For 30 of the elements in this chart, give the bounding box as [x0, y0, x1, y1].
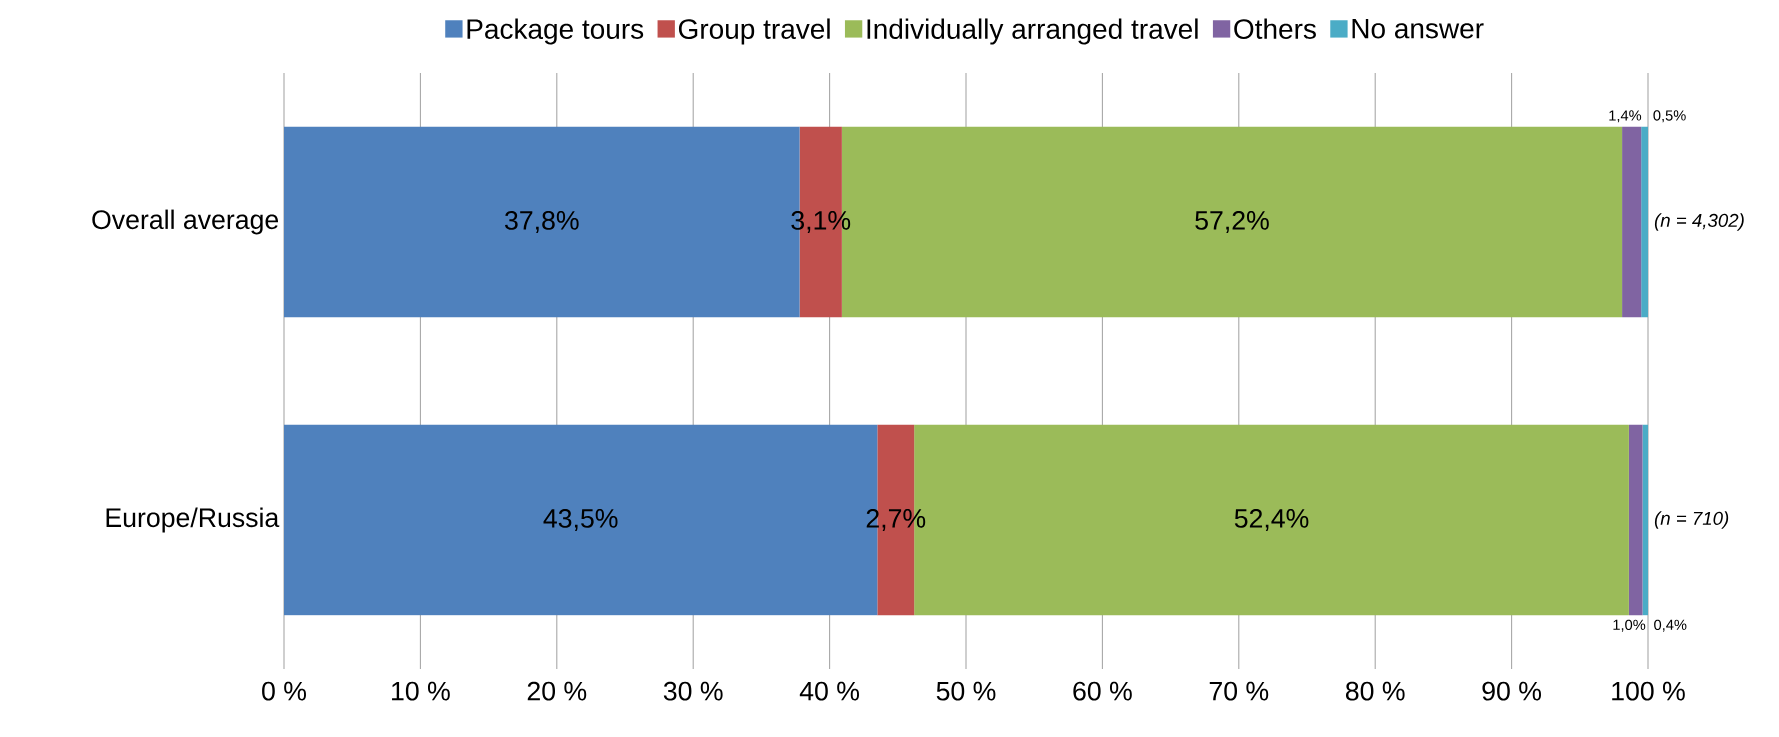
- data-label: 37,8%: [505, 210, 579, 233]
- x-tick-label: 90 %: [1482, 681, 1541, 701]
- x-tick-label: 100 %: [1612, 681, 1685, 701]
- bar: [1628, 424, 1643, 616]
- x-tick-label: 80 %: [1345, 681, 1405, 701]
- data-label: 52,4%: [1234, 508, 1309, 531]
- data-label: 1,0%: [1613, 619, 1646, 632]
- data-label: 1,4%: [1609, 110, 1642, 123]
- legend-label: Individually arranged travel: [867, 18, 1198, 45]
- data-label: 0,5%: [1653, 110, 1686, 123]
- y-tick-label: Europe/Russia: [106, 507, 280, 533]
- data-label: 43,5%: [543, 508, 618, 531]
- y-tick-label: Overall average: [92, 209, 279, 235]
- x-tick-label: 20 %: [527, 681, 587, 701]
- text: (n = 4,302): [1654, 213, 1744, 231]
- x-tick-label: 70 %: [1209, 681, 1269, 701]
- bar: [1622, 126, 1642, 318]
- legend-label: Package tours: [467, 18, 644, 45]
- x-tick-label: 60 %: [1073, 681, 1132, 701]
- x-tick-label: 0 %: [262, 681, 306, 701]
- legend-label: No answer: [1352, 18, 1484, 39]
- text: (n = 710): [1654, 511, 1729, 529]
- x-tick-label: 50 %: [936, 681, 996, 701]
- x-tick-label: 30 %: [663, 681, 723, 701]
- x-tick-label: 40 %: [799, 681, 859, 701]
- x-tick-label: 10 %: [392, 681, 450, 701]
- data-label: 0,4%: [1654, 619, 1687, 632]
- legend-label: Group travel: [678, 18, 830, 45]
- legend-label: Others: [1234, 18, 1316, 39]
- data-label: 57,2%: [1195, 210, 1269, 233]
